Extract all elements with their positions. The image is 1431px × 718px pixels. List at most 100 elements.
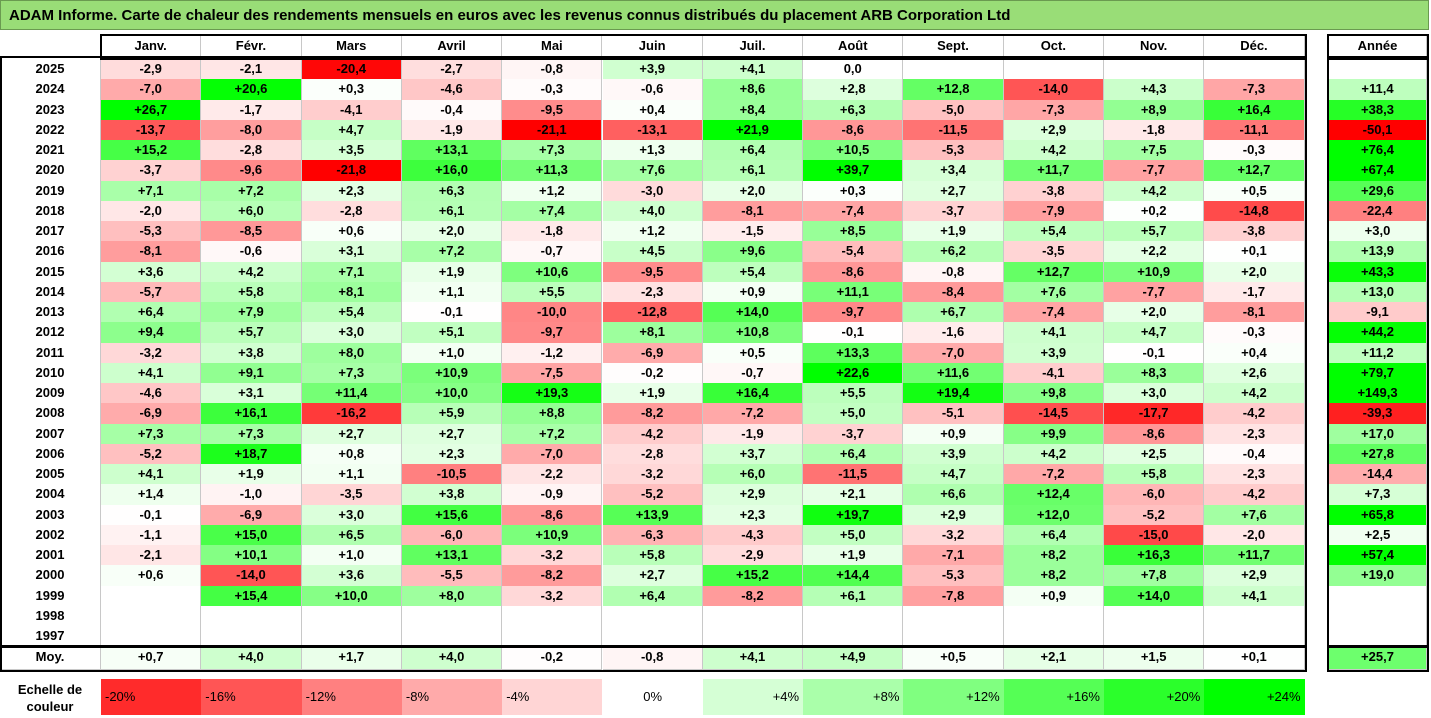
year-label: 2000 [0, 565, 101, 587]
heatmap-cell [1003, 605, 1104, 627]
heatmap-cell: +9,9 [1003, 423, 1104, 445]
heatmap-cell: -2,3 [1204, 464, 1305, 486]
heatmap-cell: -6,3 [602, 524, 703, 546]
heatmap-cell: +8,0 [301, 342, 402, 364]
heatmap-cell: -5,3 [903, 140, 1004, 162]
heatmap-cell: -7,7 [1104, 281, 1205, 303]
annual-cell: +65,8 [1329, 504, 1427, 526]
heatmap-cell: +11,7 [1003, 160, 1104, 182]
heatmap-cell: -5,1 [903, 403, 1004, 425]
heatmap-cell: +13,1 [401, 140, 503, 162]
heatmap-cell: +7,4 [502, 200, 603, 222]
heatmap-cell: +2,3 [702, 504, 804, 526]
heatmap-cell [602, 605, 703, 627]
heatmap-cell: +6,6 [903, 484, 1004, 506]
heatmap-cell: +13,1 [401, 545, 503, 567]
heatmap-cell: +1,9 [602, 383, 703, 405]
heatmap-cell: -7,4 [803, 200, 904, 222]
heatmap-cell [1003, 59, 1104, 81]
annual-cell: +11,2 [1329, 342, 1427, 364]
heatmap-cell: -3,2 [101, 342, 202, 364]
year-label: 2006 [0, 443, 101, 465]
avg-cell: +1,7 [301, 646, 402, 670]
year-label: 2011 [0, 342, 101, 364]
heatmap-cell: -5,5 [401, 565, 503, 587]
year-label: 2025 [0, 59, 101, 81]
year-label: 2017 [0, 221, 101, 243]
heatmap-cell: -4,6 [101, 383, 202, 405]
heatmap-cell [301, 626, 402, 648]
heatmap-cell: +15,0 [201, 524, 302, 546]
heatmap-cell: +6,4 [1003, 524, 1104, 546]
heatmap-cell [101, 605, 202, 627]
heatmap-cell: +7,3 [101, 423, 202, 445]
heatmap-cell [201, 605, 302, 627]
heatmap-cell: +3,1 [301, 241, 402, 263]
month-header: Oct. [1003, 36, 1104, 58]
heatmap-cell: +5,8 [1104, 464, 1205, 486]
heatmap-cell: +0,6 [101, 565, 202, 587]
heatmap-cell: -5,3 [903, 565, 1004, 587]
heatmap-cell: -17,7 [1104, 403, 1205, 425]
heatmap-cell: +6,1 [401, 200, 503, 222]
annual-cell: +13,0 [1329, 281, 1427, 303]
heatmap-cell [602, 626, 703, 648]
month-header: Avril [401, 36, 503, 58]
avg-cell: +1,5 [1104, 646, 1205, 670]
heatmap-cell: -4,6 [401, 79, 503, 101]
heatmap-cell: -5,0 [903, 99, 1004, 121]
heatmap-cell: +8,5 [803, 221, 904, 243]
heatmap-cell: -8,5 [201, 221, 302, 243]
scale-swatch: -20% [101, 679, 202, 715]
heatmap-cell: -3,2 [502, 585, 603, 607]
heatmap-cell: +3,8 [401, 484, 503, 506]
heatmap-cell: -6,0 [401, 524, 503, 546]
heatmap-cell: -7,2 [702, 403, 804, 425]
heatmap-cell: -15,0 [1104, 524, 1205, 546]
heatmap-cell: +2,7 [602, 565, 703, 587]
annual-cell: +29,6 [1329, 180, 1427, 202]
heatmap-cell: -1,5 [702, 221, 804, 243]
scale-label: Echelle de couleur [17, 682, 83, 714]
heatmap-cell: +2,0 [1204, 261, 1305, 283]
heatmap-cell: -3,2 [602, 464, 703, 486]
heatmap-cell: +5,9 [401, 403, 503, 425]
month-header: Juin [602, 36, 703, 58]
annual-cell: -39,3 [1329, 403, 1427, 425]
heatmap-cell: +9,6 [702, 241, 804, 263]
heatmap-cell: +0,5 [1204, 180, 1305, 202]
annual-cell: +19,0 [1329, 565, 1427, 587]
annual-cell: -9,1 [1329, 302, 1427, 324]
avg-cell: +0,7 [101, 646, 202, 670]
heatmap-cell: -14,0 [1003, 79, 1104, 101]
year-label: 2008 [0, 403, 101, 425]
heatmap-cell: -9,7 [803, 302, 904, 324]
avg-cell: +0,5 [903, 646, 1004, 670]
heatmap-cell: +2,2 [1104, 241, 1205, 263]
heatmap-cell: -7,2 [1003, 464, 1104, 486]
heatmap-cell: -7,7 [1104, 160, 1205, 182]
heatmap-cell: +15,4 [201, 585, 302, 607]
heatmap-cell: +1,9 [803, 545, 904, 567]
heatmap-cell: +1,9 [201, 464, 302, 486]
year-label: 2010 [0, 362, 101, 384]
heatmap-cell: +22,6 [803, 362, 904, 384]
heatmap-cell [1003, 626, 1104, 648]
heatmap-cell: +1,4 [101, 484, 202, 506]
heatmap-cell: -7,8 [903, 585, 1004, 607]
heatmap-cell: +4,2 [1003, 443, 1104, 465]
heatmap-cell: +18,7 [201, 443, 302, 465]
heatmap-cell: -0,7 [502, 241, 603, 263]
heatmap-cell: +5,8 [602, 545, 703, 567]
scale-swatch: +16% [1003, 679, 1104, 715]
heatmap-cell: -5,2 [602, 484, 703, 506]
scale-swatch: +24% [1204, 679, 1305, 715]
heatmap-cell: +5,5 [803, 383, 904, 405]
heatmap-cell: -3,7 [803, 423, 904, 445]
heatmap-cell: -1,2 [502, 342, 603, 364]
heatmap-cell: -2,0 [1204, 524, 1305, 546]
heatmap-cell: +10,1 [201, 545, 302, 567]
heatmap-cell: -0,6 [602, 79, 703, 101]
year-label: 2004 [0, 484, 101, 506]
heatmap-cell: +7,6 [1003, 281, 1104, 303]
